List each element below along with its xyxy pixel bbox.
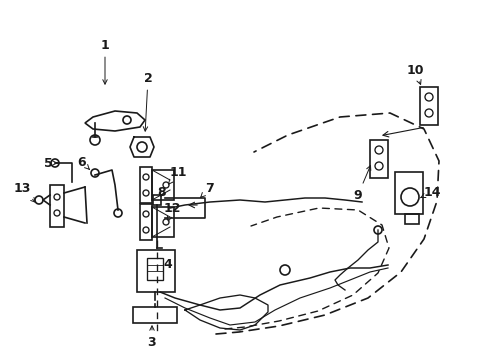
Bar xyxy=(140,167,152,203)
Text: 3: 3 xyxy=(147,326,156,348)
Bar xyxy=(152,170,174,200)
Bar xyxy=(152,207,174,237)
Text: 12: 12 xyxy=(163,202,181,221)
Text: 13: 13 xyxy=(13,181,35,202)
Bar xyxy=(50,185,64,227)
Text: 11: 11 xyxy=(168,166,186,184)
Text: 10: 10 xyxy=(406,63,423,84)
Bar xyxy=(137,250,175,292)
Text: 2: 2 xyxy=(143,72,152,131)
Bar xyxy=(147,258,163,280)
Bar xyxy=(133,307,177,323)
Text: 4: 4 xyxy=(163,258,172,271)
Bar xyxy=(369,140,387,178)
Bar xyxy=(140,204,152,240)
Bar xyxy=(404,214,418,224)
Text: 7: 7 xyxy=(200,181,214,197)
Text: 6: 6 xyxy=(78,156,89,169)
Text: 14: 14 xyxy=(420,185,440,198)
Bar xyxy=(153,195,161,205)
Bar xyxy=(394,172,422,214)
Text: 5: 5 xyxy=(43,157,58,170)
Text: 9: 9 xyxy=(353,166,370,202)
Bar xyxy=(419,87,437,125)
Text: 1: 1 xyxy=(101,39,109,84)
Text: 8: 8 xyxy=(157,185,166,198)
